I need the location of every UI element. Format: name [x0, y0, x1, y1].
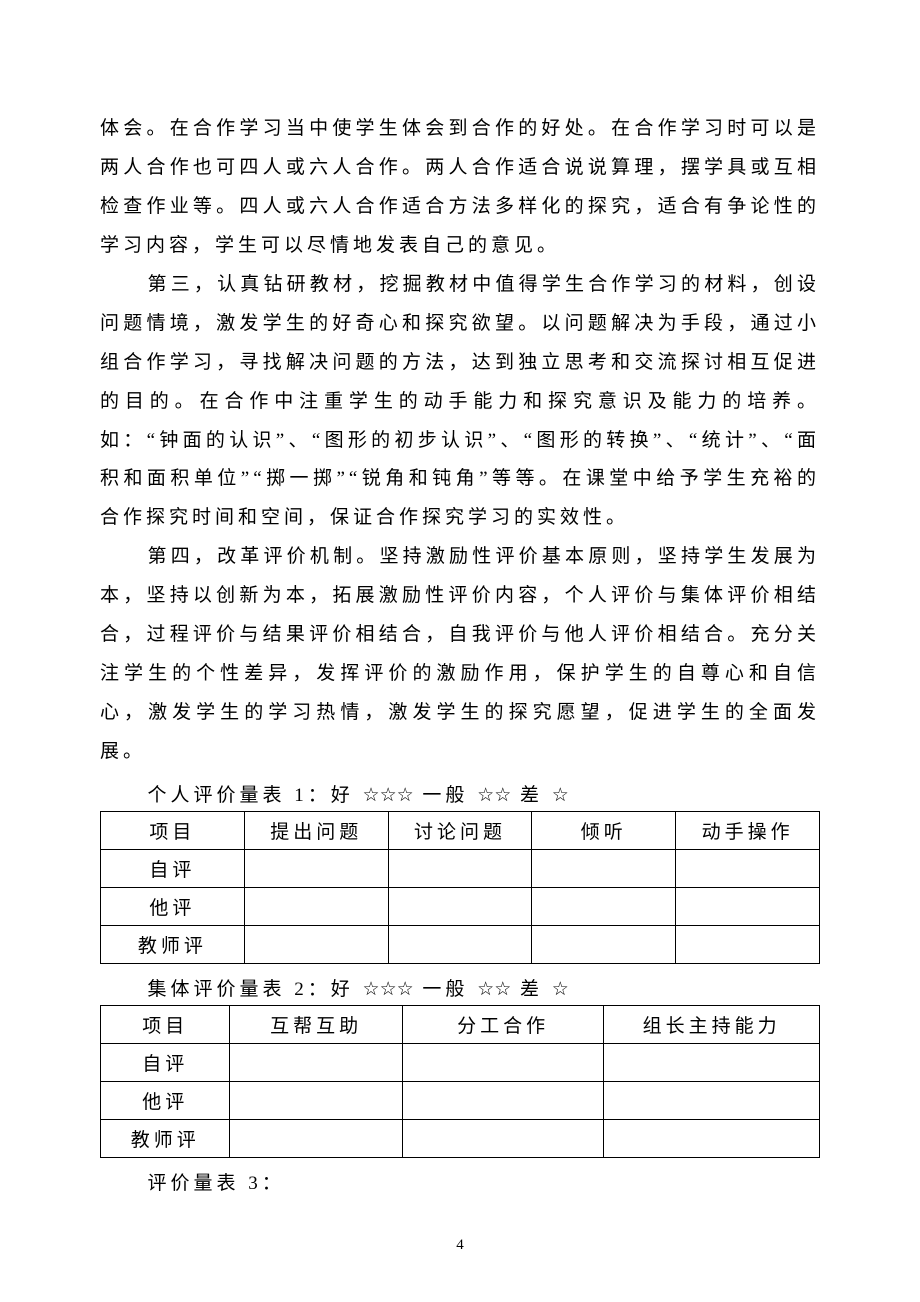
table-row: 项目 提出问题 讨论问题 倾听 动手操作 [101, 811, 820, 849]
table2-h0: 项目 [101, 1005, 230, 1043]
table-cell [676, 849, 820, 887]
table-2: 项目 互帮互助 分工合作 组长主持能力 自评 他评 教师评 [100, 1005, 820, 1158]
table1-r2c0: 教师评 [101, 925, 245, 963]
table-cell [604, 1081, 820, 1119]
good-label: 好 [331, 979, 363, 1000]
stars-3-icon: ☆☆☆ [363, 785, 414, 806]
table1-h0: 项目 [101, 811, 245, 849]
table1-r1c0: 他评 [101, 887, 245, 925]
table1-h1: 提出问题 [244, 811, 388, 849]
paragraph-3: 第四，改革评价机制。坚持激励性评价基本原则，坚持学生发展为本，坚持以创新为本，拓… [100, 538, 820, 772]
table-cell [244, 925, 388, 963]
bad-label: 差 [511, 785, 552, 806]
table-cell [532, 849, 676, 887]
table2-h3: 组长主持能力 [604, 1005, 820, 1043]
table-cell [230, 1081, 403, 1119]
normal-label: 一般 [414, 979, 478, 1000]
table2-h2: 分工合作 [402, 1005, 603, 1043]
paragraph-2: 第三，认真钻研教材，挖掘教材中值得学生合作学习的材料，创设问题情境，激发学生的好… [100, 266, 820, 539]
table2-r1c0: 他评 [101, 1081, 230, 1119]
table-row: 自评 [101, 1043, 820, 1081]
table3-caption: 评价量表 3： [100, 1168, 820, 1195]
stars-2-icon: ☆☆ [477, 785, 511, 806]
table-cell [388, 925, 532, 963]
table-cell [388, 849, 532, 887]
table-cell [676, 925, 820, 963]
table2-r0c0: 自评 [101, 1043, 230, 1081]
table-cell [244, 887, 388, 925]
stars-3-icon: ☆☆☆ [363, 979, 414, 1000]
table-row: 教师评 [101, 925, 820, 963]
table1-r0c0: 自评 [101, 849, 245, 887]
table-cell [388, 887, 532, 925]
table1-caption: 个人评价量表 1：好 ☆☆☆ 一般 ☆☆ 差 ☆ [100, 780, 820, 807]
table-row: 教师评 [101, 1119, 820, 1157]
caption2-prefix: 集体评价量表 2： [148, 979, 331, 1000]
table2-r2c0: 教师评 [101, 1119, 230, 1157]
table-cell [230, 1119, 403, 1157]
table-cell [532, 925, 676, 963]
table-cell [676, 887, 820, 925]
table2-h1: 互帮互助 [230, 1005, 403, 1043]
bad-label: 差 [511, 979, 552, 1000]
table-cell [230, 1043, 403, 1081]
table-row: 他评 [101, 887, 820, 925]
stars-1-icon: ☆ [552, 785, 569, 806]
table-cell [402, 1043, 603, 1081]
normal-label: 一般 [414, 785, 478, 806]
table-cell [402, 1081, 603, 1119]
table1-h2: 讨论问题 [388, 811, 532, 849]
table-row: 他评 [101, 1081, 820, 1119]
table1-h4: 动手操作 [676, 811, 820, 849]
document-page: 体会。在合作学习当中使学生体会到合作的好处。在合作学习时可以是两人合作也可四人或… [0, 0, 920, 1302]
table1-h3: 倾听 [532, 811, 676, 849]
table-cell [402, 1119, 603, 1157]
table-cell [532, 887, 676, 925]
caption1-prefix: 个人评价量表 1： [148, 785, 331, 806]
table-cell [244, 849, 388, 887]
table2-caption: 集体评价量表 2：好 ☆☆☆ 一般 ☆☆ 差 ☆ [100, 974, 820, 1001]
table-cell [604, 1119, 820, 1157]
table-1: 项目 提出问题 讨论问题 倾听 动手操作 自评 他评 教师评 [100, 811, 820, 964]
table-row: 自评 [101, 849, 820, 887]
paragraph-1: 体会。在合作学习当中使学生体会到合作的好处。在合作学习时可以是两人合作也可四人或… [100, 110, 820, 266]
page-number: 4 [0, 1237, 920, 1254]
stars-2-icon: ☆☆ [477, 979, 511, 1000]
good-label: 好 [331, 785, 363, 806]
stars-1-icon: ☆ [552, 979, 569, 1000]
table-cell [604, 1043, 820, 1081]
table-row: 项目 互帮互助 分工合作 组长主持能力 [101, 1005, 820, 1043]
